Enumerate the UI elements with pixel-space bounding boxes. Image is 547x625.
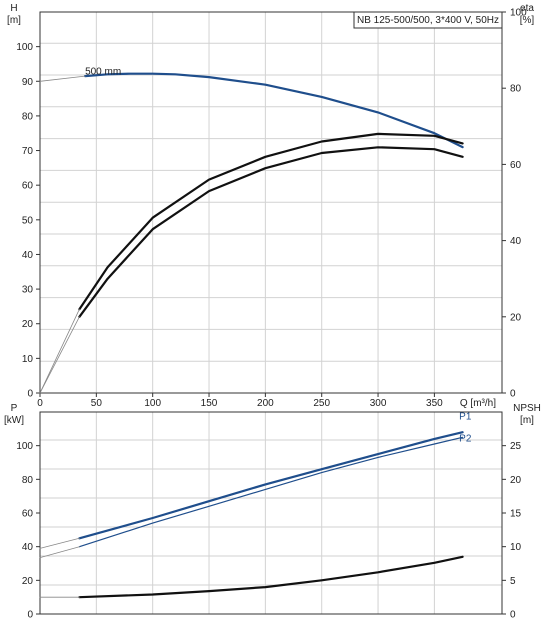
series-line-p2 bbox=[78, 436, 464, 548]
left-tick-label: 0 bbox=[27, 389, 33, 400]
right-tick-label: 5 bbox=[510, 576, 516, 587]
right-tick-label: 0 bbox=[510, 389, 516, 400]
left-tick-label: 80 bbox=[22, 475, 34, 486]
left-tick-label: 50 bbox=[22, 215, 34, 226]
curve-label: P1 bbox=[459, 412, 472, 423]
left-axis-unit: [m] bbox=[7, 15, 21, 26]
left-tick-label: 70 bbox=[22, 146, 34, 157]
plot-frame bbox=[39, 11, 503, 394]
left-tick-label: 10 bbox=[22, 354, 34, 365]
series-line-1-4 bbox=[78, 555, 464, 599]
left-tick-label: 0 bbox=[27, 610, 33, 621]
left-tick-label: 30 bbox=[22, 285, 34, 296]
right-tick-label: 25 bbox=[510, 441, 522, 452]
x-tick-label: 0 bbox=[37, 398, 43, 409]
series-line-0-2 bbox=[78, 146, 464, 318]
left-tick-label: 40 bbox=[22, 542, 34, 553]
right-axis-unit: [%] bbox=[520, 15, 535, 26]
x-tick-label: 250 bbox=[313, 398, 330, 409]
left-tick-label: 100 bbox=[16, 441, 33, 452]
series-line-0-1 bbox=[39, 75, 86, 82]
left-tick-label: 100 bbox=[16, 42, 33, 53]
left-axis-unit: [kW] bbox=[4, 415, 24, 426]
right-tick-label: 15 bbox=[510, 509, 522, 520]
right-tick-label: 60 bbox=[510, 160, 522, 171]
curve-label: P2 bbox=[459, 433, 472, 444]
x-tick-label: 200 bbox=[257, 398, 274, 409]
right-tick-label: 10 bbox=[510, 542, 522, 553]
left-tick-label: 80 bbox=[22, 111, 34, 122]
series-line-0-4 bbox=[39, 316, 80, 394]
plot-frame bbox=[39, 411, 503, 615]
right-tick-label: 100 bbox=[510, 8, 527, 19]
right-axis-unit: [m] bbox=[520, 415, 534, 426]
title-box bbox=[353, 11, 503, 29]
left-tick-label: 20 bbox=[22, 319, 34, 330]
left-tick-label: 60 bbox=[22, 509, 34, 520]
left-tick-label: 20 bbox=[22, 576, 34, 587]
chart-title: NB 125-500/500, 3*400 V, 50Hz bbox=[357, 15, 499, 26]
series-line-1-3 bbox=[39, 546, 80, 558]
right-tick-label: 0 bbox=[510, 610, 516, 621]
right-tick-label: 20 bbox=[510, 312, 522, 323]
right-tick-label: 20 bbox=[510, 475, 522, 486]
left-tick-label: 90 bbox=[22, 77, 34, 88]
series-line-0-0 bbox=[84, 72, 464, 149]
x-tick-label: 100 bbox=[144, 398, 161, 409]
series-line-0-5 bbox=[39, 308, 80, 394]
x-tick-label: 150 bbox=[201, 398, 218, 409]
x-tick-label: 300 bbox=[370, 398, 387, 409]
left-tick-label: 60 bbox=[22, 181, 34, 192]
right-axis-label: NPSH bbox=[513, 403, 541, 414]
x-tick-label: 50 bbox=[91, 398, 103, 409]
curve-label: 500 mm bbox=[85, 66, 121, 77]
left-axis-label: P bbox=[11, 403, 18, 414]
left-axis-label: H bbox=[10, 3, 17, 14]
x-axis-label: Q [m³/h] bbox=[460, 398, 496, 409]
left-tick-label: 40 bbox=[22, 250, 34, 261]
right-axis-label: eta bbox=[520, 3, 534, 14]
series-line-1-2 bbox=[39, 537, 80, 549]
series-line-0-3 bbox=[78, 132, 464, 311]
right-tick-label: 40 bbox=[510, 236, 522, 247]
x-tick-label: 350 bbox=[426, 398, 443, 409]
series-line-p1 bbox=[78, 431, 464, 540]
right-tick-label: 80 bbox=[510, 84, 522, 95]
